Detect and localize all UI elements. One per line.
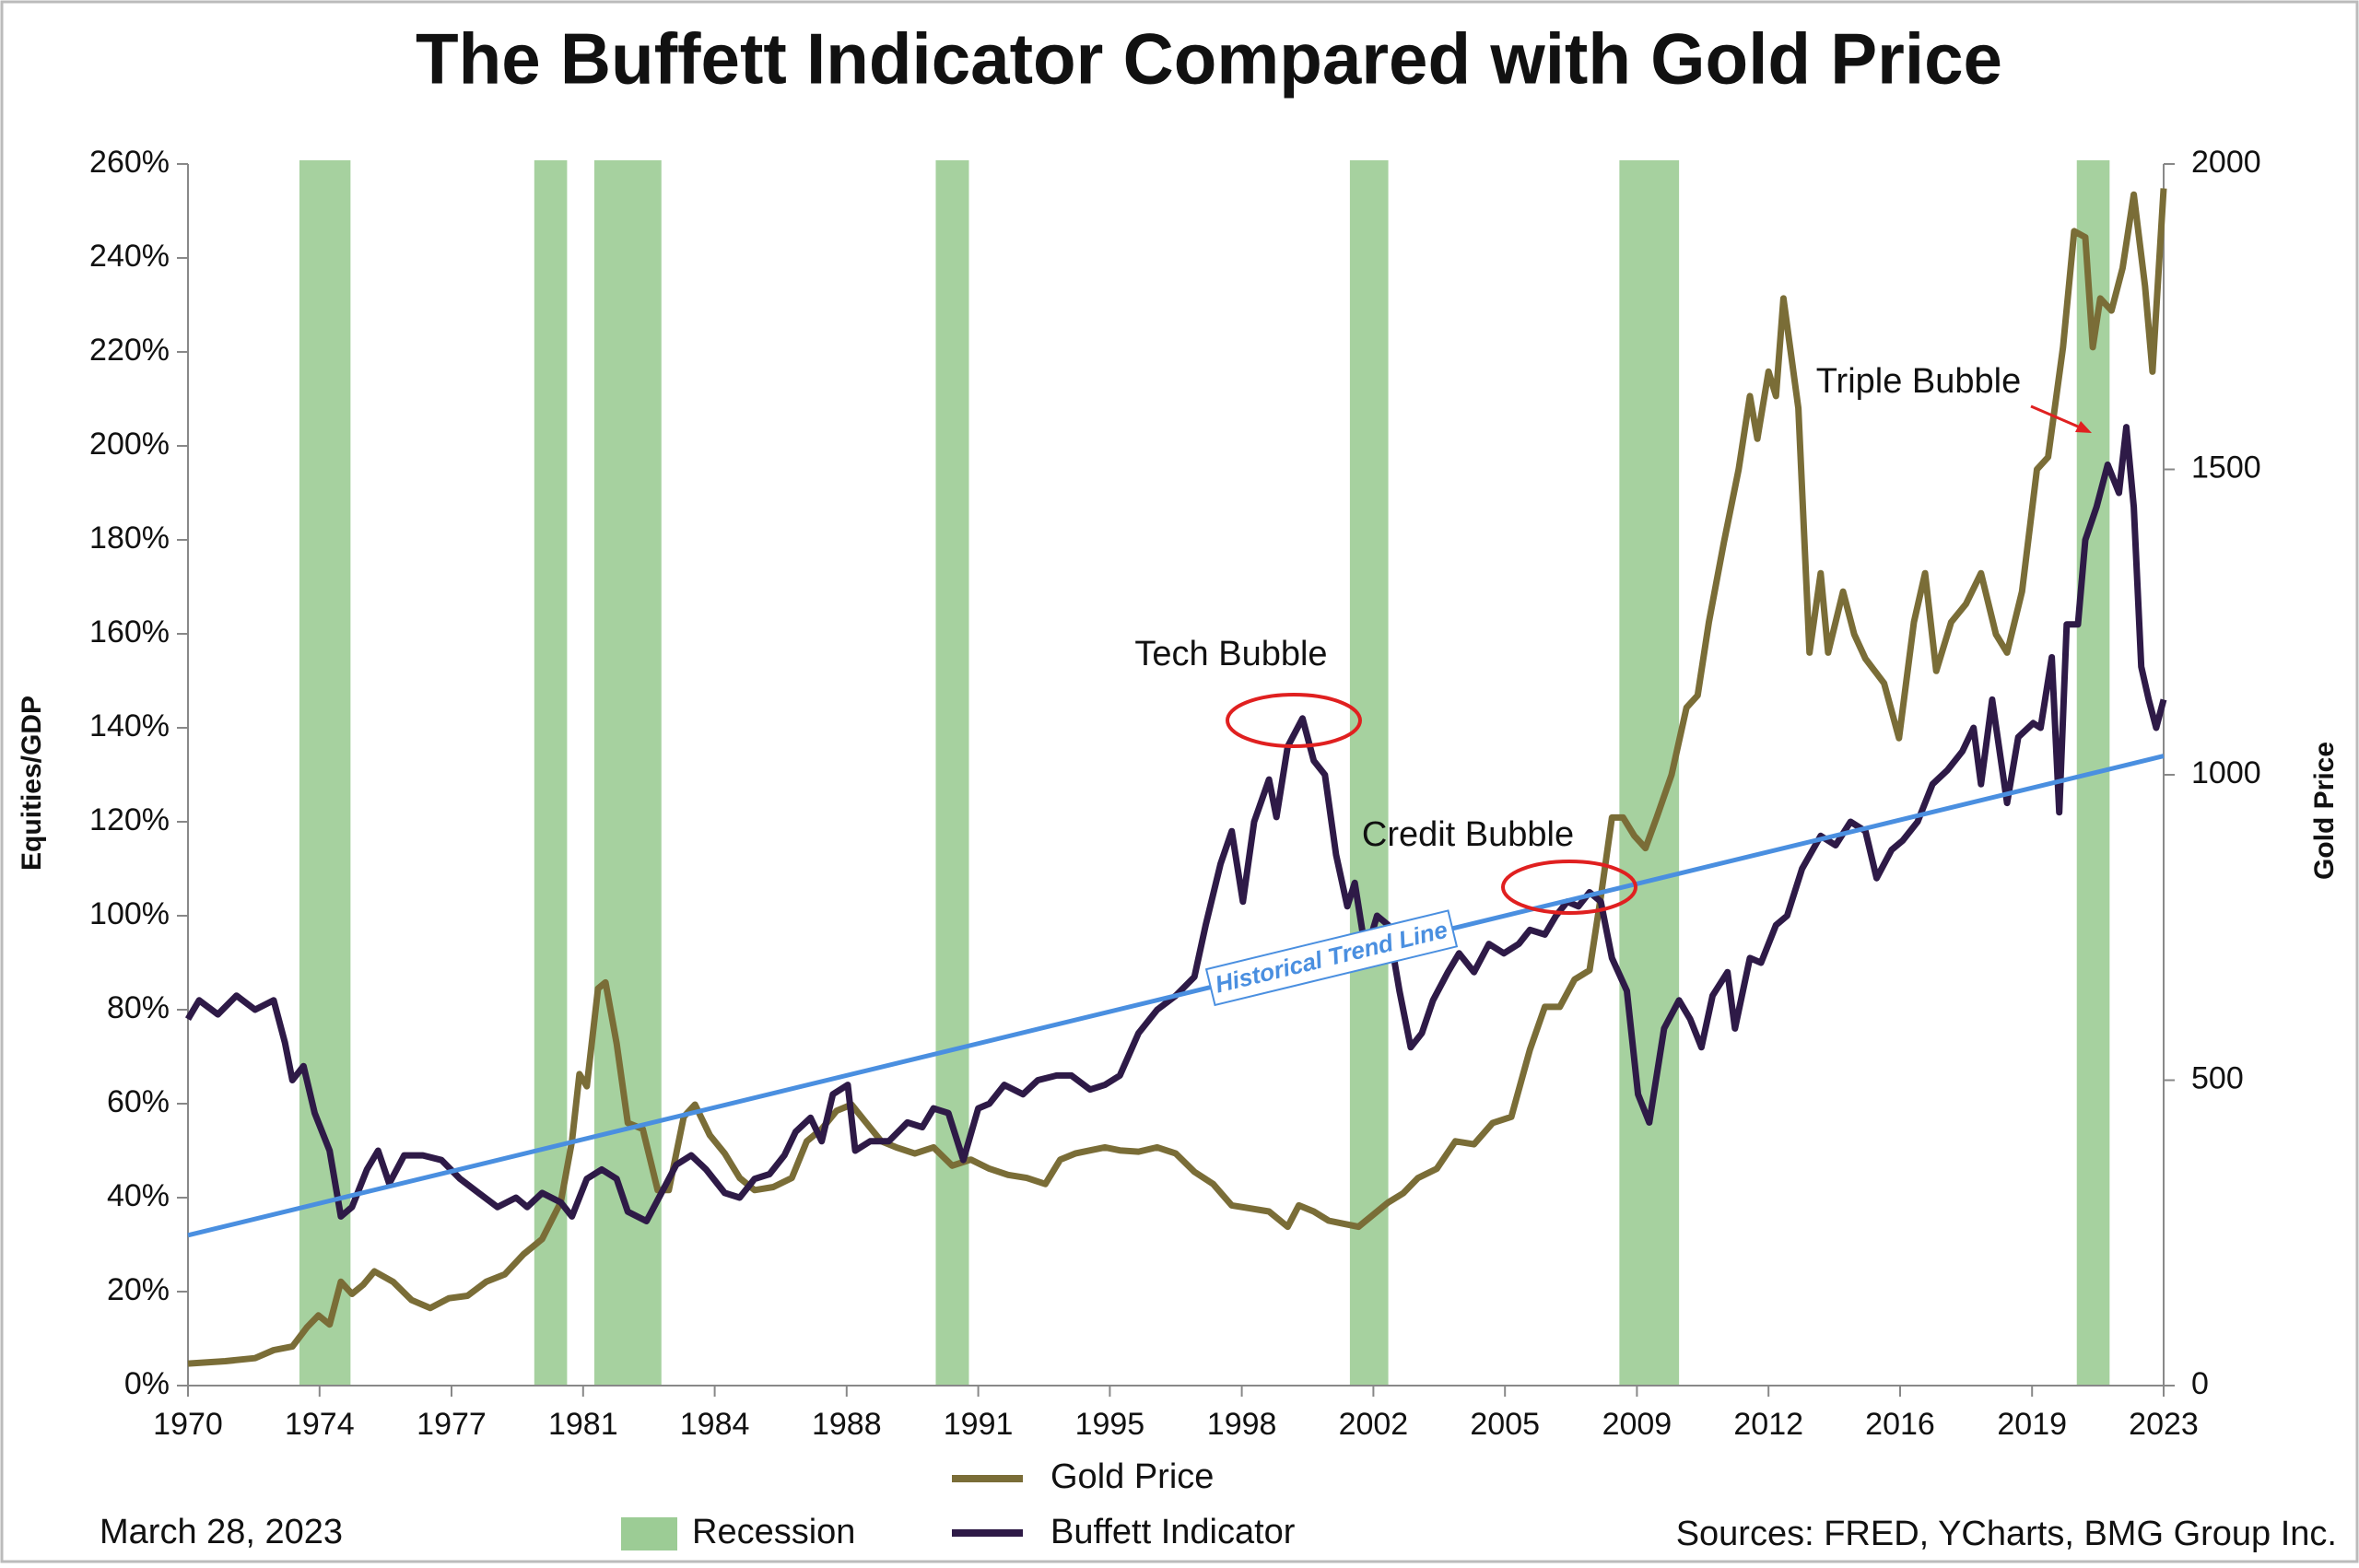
legend-label: Recession	[692, 1513, 855, 1551]
recession-band	[1349, 160, 1389, 1386]
chart-title: The Buffett Indicator Compared with Gold…	[416, 18, 2002, 99]
x-tick-label: 1991	[944, 1407, 1014, 1442]
y2-tick-label: 2000	[2191, 145, 2261, 180]
y-tick-label: 200%	[89, 427, 170, 462]
y-tick-label: 80%	[107, 990, 170, 1025]
y-tick-label: 240%	[89, 239, 170, 274]
y-tick-label: 180%	[89, 521, 170, 556]
annotation-arrow	[2030, 404, 2085, 431]
x-tick-label: 1970	[153, 1407, 223, 1442]
y2-tick-label: 0	[2191, 1366, 2209, 1401]
legend-label: Gold Price	[1050, 1457, 1214, 1496]
source-note: Sources: FRED, YCharts, BMG Group Inc.	[1676, 1515, 2337, 1553]
x-tick-label: 2019	[1997, 1407, 2067, 1442]
y-tick-label: 260%	[89, 145, 170, 180]
annotation: Triple Bubble	[1816, 362, 2022, 401]
recession-band	[593, 160, 662, 1386]
series-line	[187, 188, 2167, 1367]
x-tick-label: 1984	[680, 1407, 750, 1442]
y-tick-label: 40%	[107, 1178, 170, 1213]
annotation: Credit Bubble	[1362, 815, 1574, 854]
x-tick-label: 1988	[812, 1407, 882, 1442]
y-tick-label: 60%	[107, 1084, 170, 1119]
x-tick-label: 2016	[1865, 1407, 1935, 1442]
trend-line	[187, 754, 2165, 1238]
x-tick-label: 2009	[1602, 1407, 1672, 1442]
y2-axis-label: Gold Price	[2309, 742, 2340, 880]
y-tick-label: 220%	[89, 333, 170, 368]
series-line	[184, 424, 2167, 1224]
y-tick-label: 120%	[89, 802, 170, 837]
x-tick-label: 2002	[1339, 1407, 1409, 1442]
highlight-ellipse	[1226, 693, 1362, 748]
legend-swatch	[621, 1517, 677, 1550]
trend-label-box	[1204, 909, 1459, 1007]
y-tick-label: 160%	[89, 614, 170, 649]
y2-tick-label: 500	[2191, 1060, 2244, 1095]
x-tick-label: 1995	[1075, 1407, 1145, 1442]
x-tick-label: 2005	[1470, 1407, 1540, 1442]
y-tick-label: 140%	[89, 708, 170, 743]
y-axis-label: Equities/GDP	[17, 696, 47, 871]
x-tick-label: 2012	[1733, 1407, 1803, 1442]
annotation: Tech Bubble	[1134, 635, 1327, 673]
x-tick-label: 1981	[548, 1407, 618, 1442]
x-tick-label: 1977	[417, 1407, 487, 1442]
legend-label: Buffett Indicator	[1050, 1513, 1296, 1551]
x-tick-label: 1998	[1207, 1407, 1277, 1442]
x-tick-label: 2023	[2129, 1407, 2199, 1442]
y2-tick-label: 1000	[2191, 755, 2261, 790]
date-note: March 28, 2023	[100, 1513, 343, 1551]
x-tick-label: 1974	[285, 1407, 355, 1442]
highlight-ellipse	[1501, 860, 1637, 915]
recession-band	[935, 160, 969, 1386]
y2-tick-label: 1500	[2191, 450, 2261, 485]
y-tick-label: 0%	[124, 1366, 170, 1401]
recession-band	[299, 160, 351, 1386]
y-tick-label: 20%	[107, 1272, 170, 1307]
y-tick-label: 100%	[89, 896, 170, 931]
arrow-head	[2075, 421, 2092, 433]
